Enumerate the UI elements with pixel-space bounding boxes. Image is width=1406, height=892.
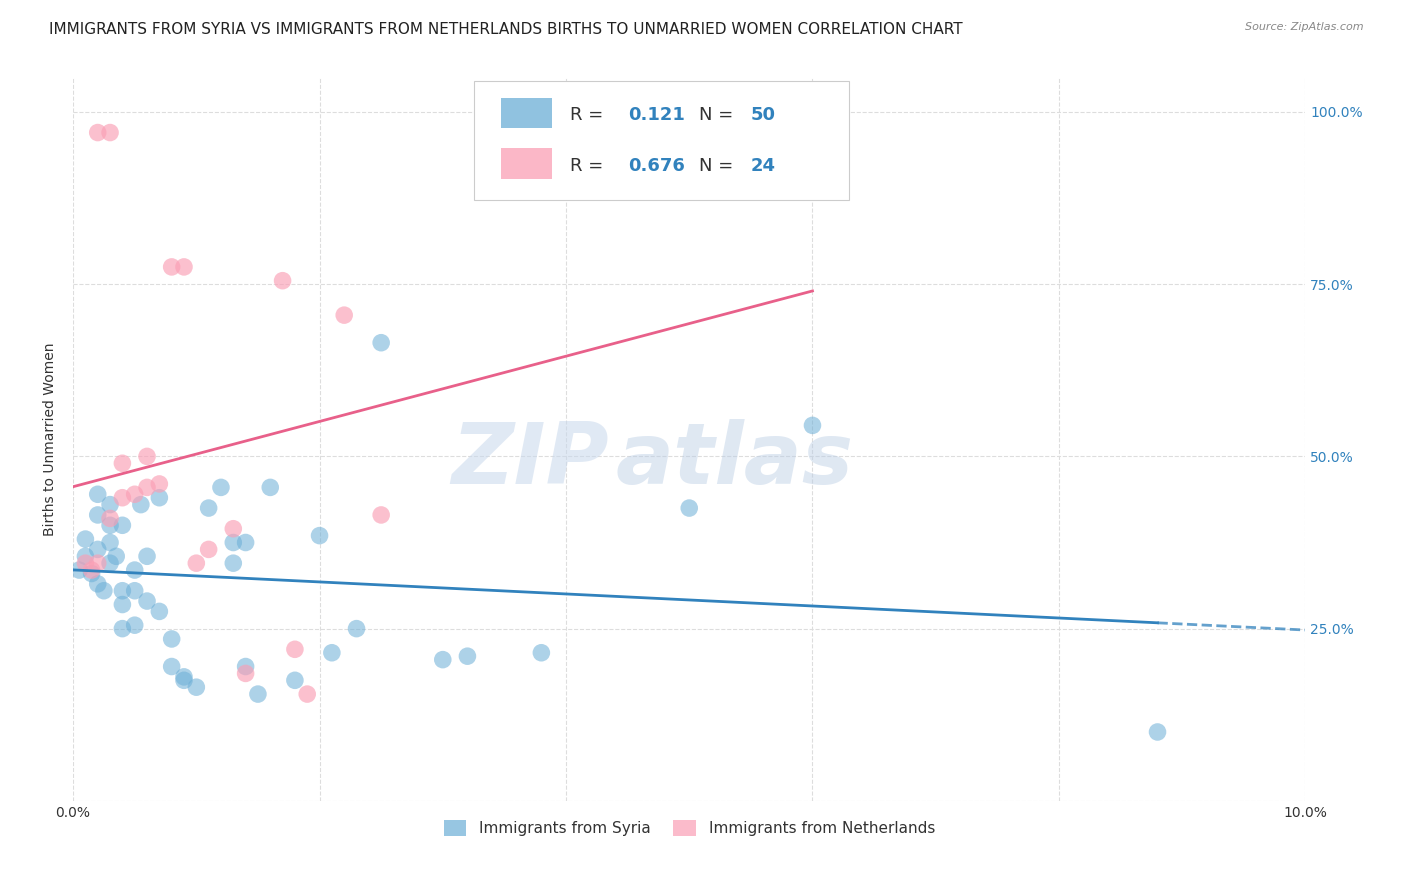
- Point: [186, 556, 208, 570]
- Point: [235, 535, 257, 549]
- Point: [235, 666, 257, 681]
- Point: [297, 687, 319, 701]
- Point: [197, 542, 219, 557]
- Point: [87, 556, 110, 570]
- Point: [284, 673, 307, 688]
- Point: [222, 535, 245, 549]
- Point: [148, 604, 170, 618]
- Point: [160, 659, 183, 673]
- Point: [136, 450, 159, 464]
- Point: [136, 480, 159, 494]
- FancyBboxPatch shape: [501, 98, 553, 128]
- Point: [308, 528, 330, 542]
- Point: [67, 563, 90, 577]
- Point: [432, 653, 454, 667]
- Point: [124, 618, 146, 632]
- Text: Source: ZipAtlas.com: Source: ZipAtlas.com: [1246, 22, 1364, 32]
- Point: [111, 491, 134, 505]
- Text: ZIP: ZIP: [451, 419, 609, 502]
- Point: [93, 583, 115, 598]
- Point: [111, 456, 134, 470]
- Point: [136, 594, 159, 608]
- Point: [346, 622, 368, 636]
- Point: [124, 563, 146, 577]
- Point: [98, 511, 121, 525]
- Point: [148, 477, 170, 491]
- Text: IMMIGRANTS FROM SYRIA VS IMMIGRANTS FROM NETHERLANDS BIRTHS TO UNMARRIED WOMEN C: IMMIGRANTS FROM SYRIA VS IMMIGRANTS FROM…: [49, 22, 963, 37]
- Text: 0.676: 0.676: [627, 157, 685, 175]
- Point: [87, 542, 110, 557]
- Point: [98, 535, 121, 549]
- Point: [87, 126, 110, 140]
- Point: [197, 501, 219, 516]
- Text: R =: R =: [569, 106, 609, 124]
- Text: N =: N =: [699, 106, 740, 124]
- Point: [111, 518, 134, 533]
- Point: [160, 260, 183, 274]
- Point: [222, 522, 245, 536]
- Legend: Immigrants from Syria, Immigrants from Netherlands: Immigrants from Syria, Immigrants from N…: [436, 813, 942, 844]
- Point: [111, 583, 134, 598]
- Point: [129, 498, 152, 512]
- Point: [111, 622, 134, 636]
- Point: [801, 418, 824, 433]
- Point: [136, 549, 159, 564]
- Point: [98, 126, 121, 140]
- Point: [98, 556, 121, 570]
- Text: 50: 50: [751, 106, 776, 124]
- Point: [173, 673, 195, 688]
- Point: [259, 480, 281, 494]
- Point: [80, 566, 103, 581]
- Point: [246, 687, 269, 701]
- FancyBboxPatch shape: [501, 148, 553, 178]
- Point: [75, 556, 97, 570]
- Point: [235, 659, 257, 673]
- Point: [530, 646, 553, 660]
- Point: [271, 274, 294, 288]
- Point: [98, 498, 121, 512]
- Point: [678, 501, 700, 516]
- Point: [1146, 725, 1168, 739]
- Y-axis label: Births to Unmarried Women: Births to Unmarried Women: [44, 343, 58, 536]
- Point: [209, 480, 232, 494]
- Point: [801, 126, 824, 140]
- Point: [124, 583, 146, 598]
- Point: [186, 680, 208, 694]
- Point: [124, 487, 146, 501]
- Point: [75, 549, 97, 564]
- Point: [87, 508, 110, 522]
- Point: [75, 532, 97, 546]
- Point: [222, 556, 245, 570]
- Point: [160, 632, 183, 646]
- Point: [98, 518, 121, 533]
- Point: [173, 260, 195, 274]
- Point: [80, 563, 103, 577]
- Text: R =: R =: [569, 157, 609, 175]
- Point: [333, 308, 356, 322]
- Point: [87, 487, 110, 501]
- Text: N =: N =: [699, 157, 740, 175]
- Text: 0.121: 0.121: [627, 106, 685, 124]
- Point: [284, 642, 307, 657]
- Point: [370, 335, 392, 350]
- Point: [87, 577, 110, 591]
- Point: [456, 649, 478, 664]
- Point: [111, 598, 134, 612]
- Point: [148, 491, 170, 505]
- Text: atlas: atlas: [616, 419, 853, 502]
- Point: [321, 646, 343, 660]
- Point: [370, 508, 392, 522]
- FancyBboxPatch shape: [474, 81, 849, 201]
- Point: [173, 670, 195, 684]
- Point: [105, 549, 128, 564]
- Text: 24: 24: [751, 157, 776, 175]
